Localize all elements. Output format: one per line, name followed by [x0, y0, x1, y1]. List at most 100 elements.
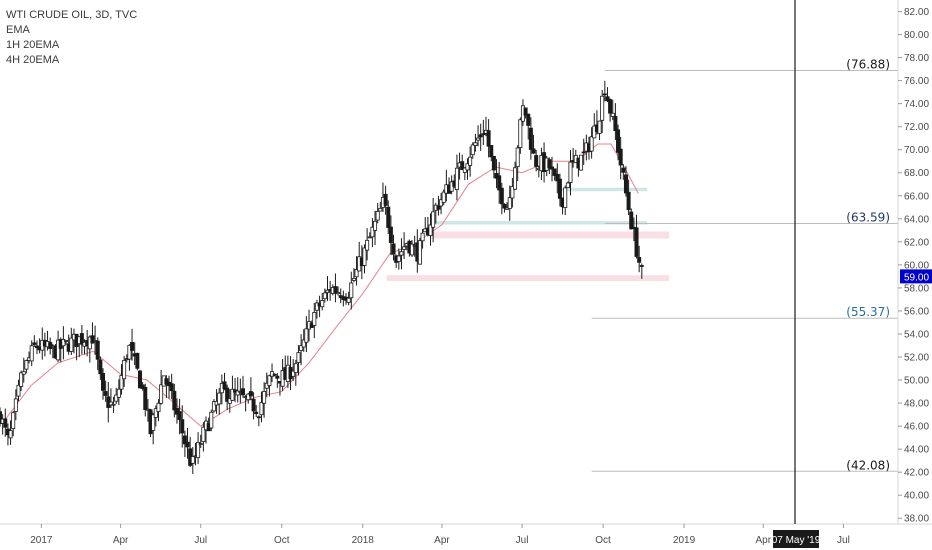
- candle-body: [34, 345, 39, 349]
- candle-body: [468, 156, 473, 166]
- y-tick-label: 66.00: [904, 191, 929, 202]
- candle-body: [272, 373, 277, 376]
- candle-body: [56, 339, 61, 361]
- ema-polyline: [4, 143, 639, 427]
- candle-body: [370, 226, 375, 238]
- y-tick-label: 52.00: [904, 353, 929, 364]
- candle-body: [11, 412, 16, 429]
- candle-body: [137, 370, 142, 389]
- y-tick-label: 74.00: [904, 99, 929, 110]
- candle-body: [0, 411, 3, 424]
- candle-body: [301, 339, 306, 348]
- legend-ema[interactable]: EMA: [6, 24, 30, 36]
- candle-body: [378, 208, 383, 212]
- candle-body: [589, 136, 594, 152]
- y-tick-label: 70.00: [904, 145, 929, 156]
- candle-body: [24, 360, 29, 370]
- candle-body: [581, 151, 586, 154]
- candle-body: [391, 243, 396, 255]
- candle-body: [108, 401, 113, 406]
- candle-body: [230, 388, 235, 401]
- candle-body: [293, 363, 298, 373]
- candle-body: [275, 375, 280, 379]
- candle-body: [336, 292, 341, 295]
- candle-body: [211, 401, 216, 412]
- last-price-label: 59.00: [904, 272, 929, 283]
- candle-body: [103, 391, 108, 396]
- candle-body: [153, 408, 158, 418]
- legend-4h-ema[interactable]: 4H 20EMA: [6, 54, 60, 66]
- candle-body: [209, 411, 214, 429]
- crosshair: 07 May '19: [772, 0, 821, 548]
- candle-body: [61, 339, 66, 347]
- candle-body: [565, 182, 570, 189]
- candle-body: [552, 168, 557, 176]
- candle-body: [296, 352, 301, 363]
- candle-body: [602, 93, 607, 96]
- candle-body: [240, 388, 245, 396]
- candle-body: [610, 112, 615, 117]
- x-tick-label: Apr: [113, 535, 129, 546]
- candle-body: [180, 419, 185, 434]
- y-tick-label: 72.00: [904, 122, 929, 133]
- candle-body: [557, 178, 562, 199]
- y-tick-label: 54.00: [904, 329, 929, 340]
- fib-label-0: (76.88): [846, 57, 890, 71]
- candle-body: [314, 302, 319, 311]
- candle-body: [235, 390, 240, 396]
- y-tick-label: 46.00: [904, 422, 929, 433]
- candle-body: [222, 381, 227, 390]
- x-tick-label: 2019: [673, 535, 696, 546]
- candle-body: [69, 337, 74, 352]
- candle-body: [375, 211, 380, 221]
- legend-title[interactable]: WTI CRUDE OIL, 3D, TVC: [6, 9, 138, 21]
- y-tick-label: 38.00: [904, 514, 929, 525]
- candle-body: [79, 333, 84, 345]
- candle-body: [169, 383, 174, 392]
- candle-body: [182, 435, 187, 445]
- zone-teal-2: [431, 221, 648, 225]
- candle-body: [621, 167, 626, 173]
- candle-body: [402, 246, 407, 250]
- candle-body: [201, 426, 206, 442]
- candle-body: [579, 154, 584, 171]
- candle-body: [534, 155, 539, 167]
- candle-body: [478, 134, 483, 138]
- candle-body: [90, 335, 95, 344]
- candle-body: [130, 342, 135, 351]
- y-tick-label: 64.00: [904, 214, 929, 225]
- candle-body: [639, 265, 644, 267]
- candle-body: [227, 398, 232, 404]
- candle-body: [351, 278, 356, 281]
- candle-body: [531, 148, 536, 154]
- candle-body: [291, 370, 296, 377]
- candle-body: [190, 456, 195, 464]
- candle-body: [629, 211, 634, 230]
- zone-red-1: [386, 275, 670, 282]
- candle-body: [507, 197, 512, 209]
- candle-body: [388, 226, 393, 243]
- candle-body: [156, 402, 161, 412]
- candle-body: [185, 441, 190, 448]
- x-tick-label: 2017: [30, 535, 53, 546]
- legend-1h-ema[interactable]: 1H 20EMA: [6, 39, 60, 51]
- candle-body: [248, 391, 253, 397]
- x-tick-label: Jul: [516, 535, 529, 546]
- candle-body: [322, 292, 327, 300]
- candle-body: [489, 145, 494, 158]
- candle-body: [623, 174, 628, 194]
- y-tick-label: 44.00: [904, 445, 929, 456]
- candle-body: [122, 360, 127, 380]
- candle-body: [550, 166, 555, 170]
- candle-body: [428, 224, 433, 237]
- candle-body: [626, 191, 631, 211]
- candle-body: [16, 384, 21, 397]
- candle-body: [198, 443, 203, 446]
- candle-body: [111, 403, 116, 406]
- candle-body: [304, 328, 309, 343]
- candle-body: [436, 205, 441, 210]
- candle-body: [634, 227, 639, 257]
- y-tick-label: 78.00: [904, 53, 929, 64]
- candle-body: [454, 167, 459, 191]
